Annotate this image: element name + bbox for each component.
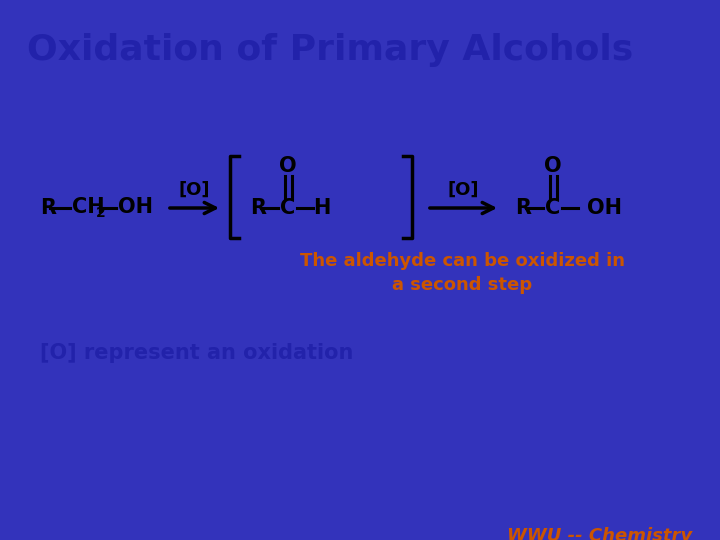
Text: WWU -- Chemistry: WWU -- Chemistry <box>507 527 692 540</box>
Text: Oxidation of Primary Alcohols: Oxidation of Primary Alcohols <box>27 33 634 67</box>
Text: OH: OH <box>118 197 153 217</box>
Text: C: C <box>280 198 296 218</box>
Text: OH: OH <box>587 198 622 218</box>
Text: [O]: [O] <box>179 181 210 199</box>
Text: R: R <box>250 198 266 218</box>
Text: H: H <box>313 198 330 218</box>
Text: [O] represent an oxidation: [O] represent an oxidation <box>40 343 354 363</box>
Text: R: R <box>515 198 531 218</box>
Text: [O]: [O] <box>447 181 479 199</box>
Text: 2: 2 <box>96 206 106 220</box>
Text: C: C <box>545 198 561 218</box>
Text: O: O <box>544 156 562 176</box>
Text: The aldehyde can be oxidized in
a second step: The aldehyde can be oxidized in a second… <box>300 252 624 294</box>
Text: O: O <box>279 156 297 176</box>
Text: R: R <box>40 198 56 218</box>
Text: CH: CH <box>72 197 104 217</box>
